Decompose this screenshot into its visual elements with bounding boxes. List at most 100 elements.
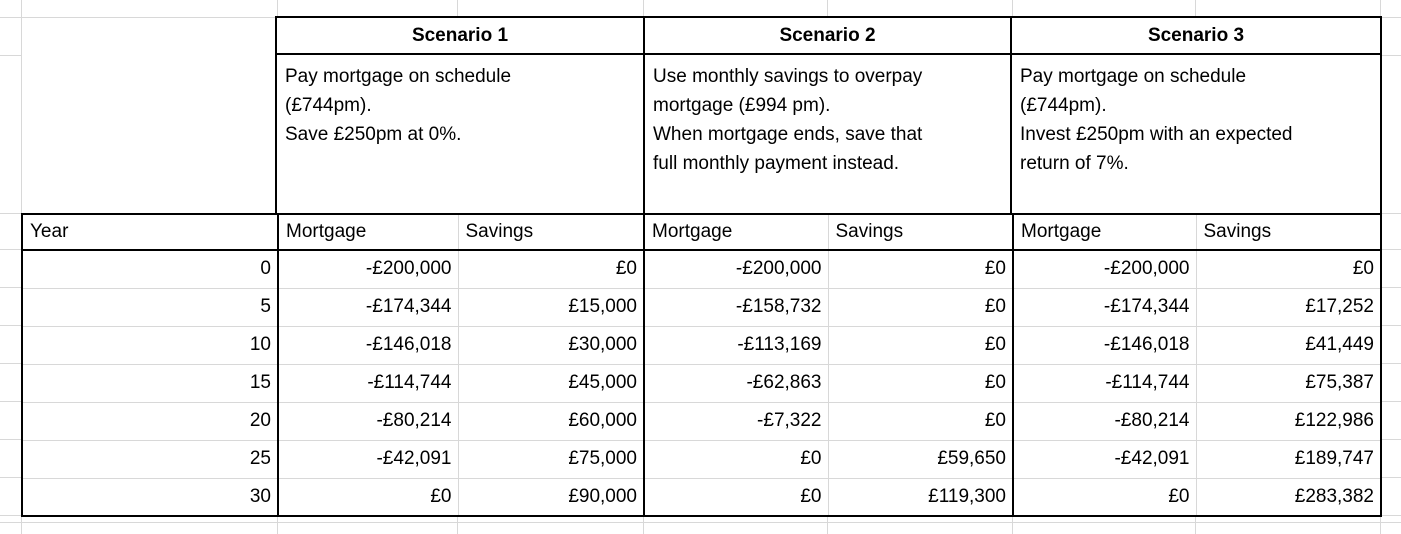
gridline	[0, 325, 21, 326]
value-cell[interactable]: £0	[1012, 477, 1196, 516]
year-cell[interactable]: 10	[22, 325, 278, 364]
gridline	[457, 0, 458, 17]
value-cell[interactable]: £41,449	[1195, 325, 1381, 364]
gridline	[1380, 515, 1401, 516]
gridline	[1195, 517, 1196, 534]
gridline	[0, 287, 21, 288]
gridline	[1380, 517, 1381, 534]
column-header-savings-s2[interactable]: Savings	[827, 214, 1013, 251]
gridline	[827, 0, 828, 17]
gridline	[0, 55, 21, 56]
value-cell[interactable]: £90,000	[457, 477, 644, 516]
table-row: 10 -£146,018 £30,000 -£113,169 £0 -£146,018 £4…	[22, 325, 1381, 364]
scenario-2-panel: Scenario 2 Use monthly savings to overpa…	[643, 16, 1012, 213]
column-header-savings-s1[interactable]: Savings	[457, 214, 644, 251]
gridline	[0, 249, 21, 250]
value-cell[interactable]: -£42,091	[277, 439, 458, 478]
gridline	[21, 0, 22, 213]
gridline	[1195, 0, 1196, 17]
value-cell[interactable]: £0	[827, 363, 1013, 402]
table-row: 30 £0 £90,000 £0 £119,300 £0 £283,382	[22, 477, 1381, 516]
gridline	[1380, 401, 1401, 402]
column-header-mortgage-s2[interactable]: Mortgage	[643, 214, 828, 251]
gridline	[0, 522, 1401, 523]
value-cell[interactable]: £45,000	[457, 363, 644, 402]
column-header-year[interactable]: Year	[22, 214, 278, 251]
gridline	[277, 0, 278, 17]
value-cell[interactable]: -£174,344	[1012, 287, 1196, 326]
table-row: 0 -£200,000 £0 -£200,000 £0 -£200,000 £0	[22, 249, 1381, 288]
scenario-1-title-cell[interactable]: Scenario 1	[277, 18, 643, 55]
gridline	[1380, 249, 1401, 250]
gridline	[0, 213, 21, 214]
value-cell[interactable]: £17,252	[1195, 287, 1381, 326]
value-cell[interactable]: £0	[643, 477, 828, 516]
gridline	[1380, 439, 1401, 440]
value-cell[interactable]: £0	[457, 249, 644, 288]
value-cell[interactable]: £189,747	[1195, 439, 1381, 478]
value-cell[interactable]: £0	[827, 325, 1013, 364]
value-cell[interactable]: -£200,000	[1012, 249, 1196, 288]
value-cell[interactable]: £30,000	[457, 325, 644, 364]
scenario-3-title-cell[interactable]: Scenario 3	[1012, 18, 1380, 55]
value-cell[interactable]: £60,000	[457, 401, 644, 440]
value-cell[interactable]: £119,300	[827, 477, 1013, 516]
gridline	[457, 517, 458, 534]
gridline	[0, 515, 21, 516]
gridline	[1012, 517, 1013, 534]
value-cell[interactable]: -£200,000	[277, 249, 458, 288]
year-cell[interactable]: 15	[22, 363, 278, 402]
value-cell[interactable]: £122,986	[1195, 401, 1381, 440]
gridline	[0, 477, 21, 478]
column-header-mortgage-s1[interactable]: Mortgage	[277, 214, 458, 251]
year-cell[interactable]: 20	[22, 401, 278, 440]
scenario-1-description-cell[interactable]: Pay mortgage on schedule (£744pm). Save …	[285, 66, 512, 145]
year-cell[interactable]: 0	[22, 249, 278, 288]
gridline	[1380, 0, 1381, 17]
value-cell[interactable]: £0	[277, 477, 458, 516]
value-cell[interactable]: -£200,000	[643, 249, 828, 288]
value-cell[interactable]: -£62,863	[643, 363, 828, 402]
gridline	[1380, 363, 1401, 364]
value-cell[interactable]: -£174,344	[277, 287, 458, 326]
gridline	[21, 517, 22, 534]
value-cell[interactable]: -£7,322	[643, 401, 828, 440]
value-cell[interactable]: £283,382	[1195, 477, 1381, 516]
scenario-2-title-cell[interactable]: Scenario 2	[645, 18, 1010, 55]
column-header-mortgage-s3[interactable]: Mortgage	[1012, 214, 1196, 251]
gridline	[1012, 0, 1013, 17]
value-cell[interactable]: -£80,214	[1012, 401, 1196, 440]
value-cell[interactable]: £75,387	[1195, 363, 1381, 402]
gridline	[643, 517, 644, 534]
value-cell[interactable]: £0	[1195, 249, 1381, 288]
value-cell[interactable]: £0	[643, 439, 828, 478]
year-cell[interactable]: 25	[22, 439, 278, 478]
year-cell[interactable]: 30	[22, 477, 278, 516]
value-cell[interactable]: -£146,018	[1012, 325, 1196, 364]
value-cell[interactable]: -£114,744	[277, 363, 458, 402]
gridline	[0, 363, 21, 364]
value-cell[interactable]: -£146,018	[277, 325, 458, 364]
value-cell[interactable]: £0	[827, 401, 1013, 440]
scenario-2-description-cell[interactable]: Use monthly savings to overpay mortgage …	[653, 66, 923, 174]
value-cell[interactable]: -£113,169	[643, 325, 828, 364]
gridline	[643, 0, 644, 17]
value-cell[interactable]: £0	[827, 287, 1013, 326]
value-cell[interactable]: -£114,744	[1012, 363, 1196, 402]
value-cell[interactable]: £59,650	[827, 439, 1013, 478]
value-cell[interactable]: -£42,091	[1012, 439, 1196, 478]
year-cell[interactable]: 5	[22, 287, 278, 326]
data-rows: 0 -£200,000 £0 -£200,000 £0 -£200,000 £0 5 -£174…	[22, 249, 1381, 516]
value-cell[interactable]: £15,000	[457, 287, 644, 326]
gridline	[827, 517, 828, 534]
value-cell[interactable]: -£80,214	[277, 401, 458, 440]
scenario-1-panel: Scenario 1 Pay mortgage on schedule (£74…	[275, 16, 645, 213]
value-cell[interactable]: £0	[827, 249, 1013, 288]
scenario-3-description-cell[interactable]: Pay mortgage on schedule (£744pm). Inves…	[1020, 66, 1293, 174]
gridline	[1380, 287, 1401, 288]
value-cell[interactable]: -£158,732	[643, 287, 828, 326]
gridline	[0, 401, 21, 402]
column-header-savings-s3[interactable]: Savings	[1195, 214, 1381, 251]
value-cell[interactable]: £75,000	[457, 439, 644, 478]
comparison-table: Year Mortgage Savings Mortgage Savings M…	[21, 213, 1382, 517]
